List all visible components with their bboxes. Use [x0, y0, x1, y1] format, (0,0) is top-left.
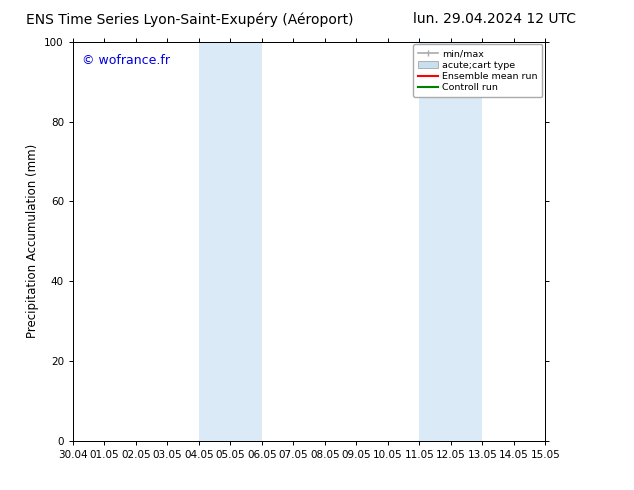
- Bar: [199, 42, 262, 441]
- Text: ENS Time Series Lyon-Saint-Exupéry (Aéroport): ENS Time Series Lyon-Saint-Exupéry (Aéro…: [27, 12, 354, 27]
- Y-axis label: Precipitation Accumulation (mm): Precipitation Accumulation (mm): [26, 144, 39, 339]
- Bar: [419, 42, 482, 441]
- Text: lun. 29.04.2024 12 UTC: lun. 29.04.2024 12 UTC: [413, 12, 576, 26]
- Text: © wofrance.fr: © wofrance.fr: [82, 53, 171, 67]
- Legend: min/max, acute;cart type, Ensemble mean run, Controll run: min/max, acute;cart type, Ensemble mean …: [413, 45, 543, 97]
